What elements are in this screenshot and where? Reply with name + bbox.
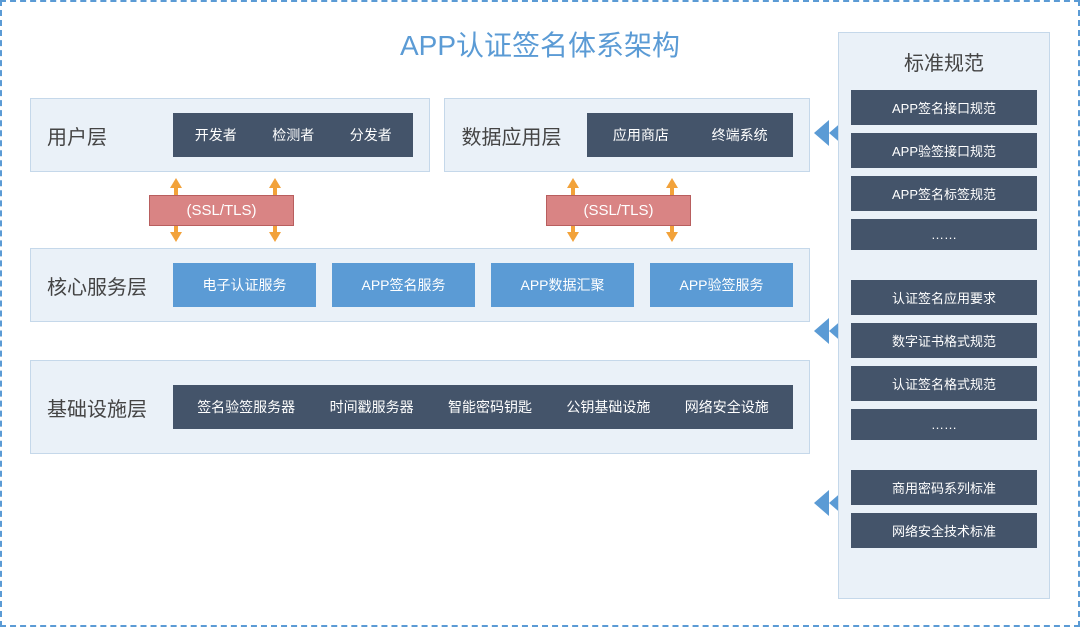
ssl-row: (SSL/TLS) (SSL/TLS) xyxy=(30,180,810,240)
main-column: 用户层 开发者 检测者 分发者 数据应用层 应用商店 终端系统 (SSL xyxy=(30,98,810,454)
core-label: 核心服务层 xyxy=(47,271,157,300)
side-item: …… xyxy=(851,409,1037,440)
ssl-box: (SSL/TLS) xyxy=(149,195,293,226)
side-panel: 标准规范 APP签名接口规范 APP验签接口规范 APP签名标签规范 …… 认证… xyxy=(838,32,1050,599)
data-app-label: 数据应用层 xyxy=(461,121,571,150)
user-layer-bar: 开发者 检测者 分发者 xyxy=(173,113,413,157)
ssl-right-half: (SSL/TLS) xyxy=(427,180,810,240)
ssl-box: (SSL/TLS) xyxy=(546,195,690,226)
infra-bar: 签名验签服务器 时间戳服务器 智能密码钥匙 公钥基础设施 网络安全设施 xyxy=(173,385,793,429)
side-item: 认证签名应用要求 xyxy=(851,280,1037,315)
side-item: 网络安全技术标准 xyxy=(851,513,1037,548)
data-app-layer: 数据应用层 应用商店 终端系统 xyxy=(444,98,810,172)
side-title: 标准规范 xyxy=(851,47,1037,76)
infra-item: 网络安全设施 xyxy=(685,397,769,417)
data-app-item: 应用商店 xyxy=(613,125,669,145)
infra-item: 时间戳服务器 xyxy=(330,397,414,417)
core-item: APP数据汇聚 xyxy=(491,263,634,307)
side-item: 商用密码系列标准 xyxy=(851,470,1037,505)
side-item: …… xyxy=(851,219,1037,250)
infra-item: 签名验签服务器 xyxy=(197,397,295,417)
side-gap xyxy=(851,448,1037,462)
core-item: APP验签服务 xyxy=(650,263,793,307)
core-item: APP签名服务 xyxy=(332,263,475,307)
infra-item: 智能密码钥匙 xyxy=(448,397,532,417)
user-item: 检测者 xyxy=(272,125,314,145)
user-item: 开发者 xyxy=(195,125,237,145)
side-item: 认证签名格式规范 xyxy=(851,366,1037,401)
core-item: 电子认证服务 xyxy=(173,263,316,307)
data-app-item: 终端系统 xyxy=(712,125,768,145)
side-item: 数字证书格式规范 xyxy=(851,323,1037,358)
infra-label: 基础设施层 xyxy=(47,393,157,422)
user-layer: 用户层 开发者 检测者 分发者 xyxy=(30,98,430,172)
ssl-left-half: (SSL/TLS) xyxy=(30,180,413,240)
infra-layer: 基础设施层 签名验签服务器 时间戳服务器 智能密码钥匙 公钥基础设施 网络安全设… xyxy=(30,360,810,454)
side-item: APP签名标签规范 xyxy=(851,176,1037,211)
core-layer: 核心服务层 电子认证服务 APP签名服务 APP数据汇聚 APP验签服务 xyxy=(30,248,810,322)
infra-item: 公钥基础设施 xyxy=(566,397,650,417)
diagram-frame: APP认证签名体系架构 用户层 开发者 检测者 分发者 数据应用层 应用商店 终… xyxy=(0,0,1080,627)
core-row: 电子认证服务 APP签名服务 APP数据汇聚 APP验签服务 xyxy=(173,263,793,307)
side-gap xyxy=(851,258,1037,272)
side-item: APP签名接口规范 xyxy=(851,90,1037,125)
user-item: 分发者 xyxy=(350,125,392,145)
top-row: 用户层 开发者 检测者 分发者 数据应用层 应用商店 终端系统 xyxy=(30,98,810,172)
user-layer-label: 用户层 xyxy=(47,121,157,150)
data-app-bar: 应用商店 终端系统 xyxy=(587,113,793,157)
side-item: APP验签接口规范 xyxy=(851,133,1037,168)
